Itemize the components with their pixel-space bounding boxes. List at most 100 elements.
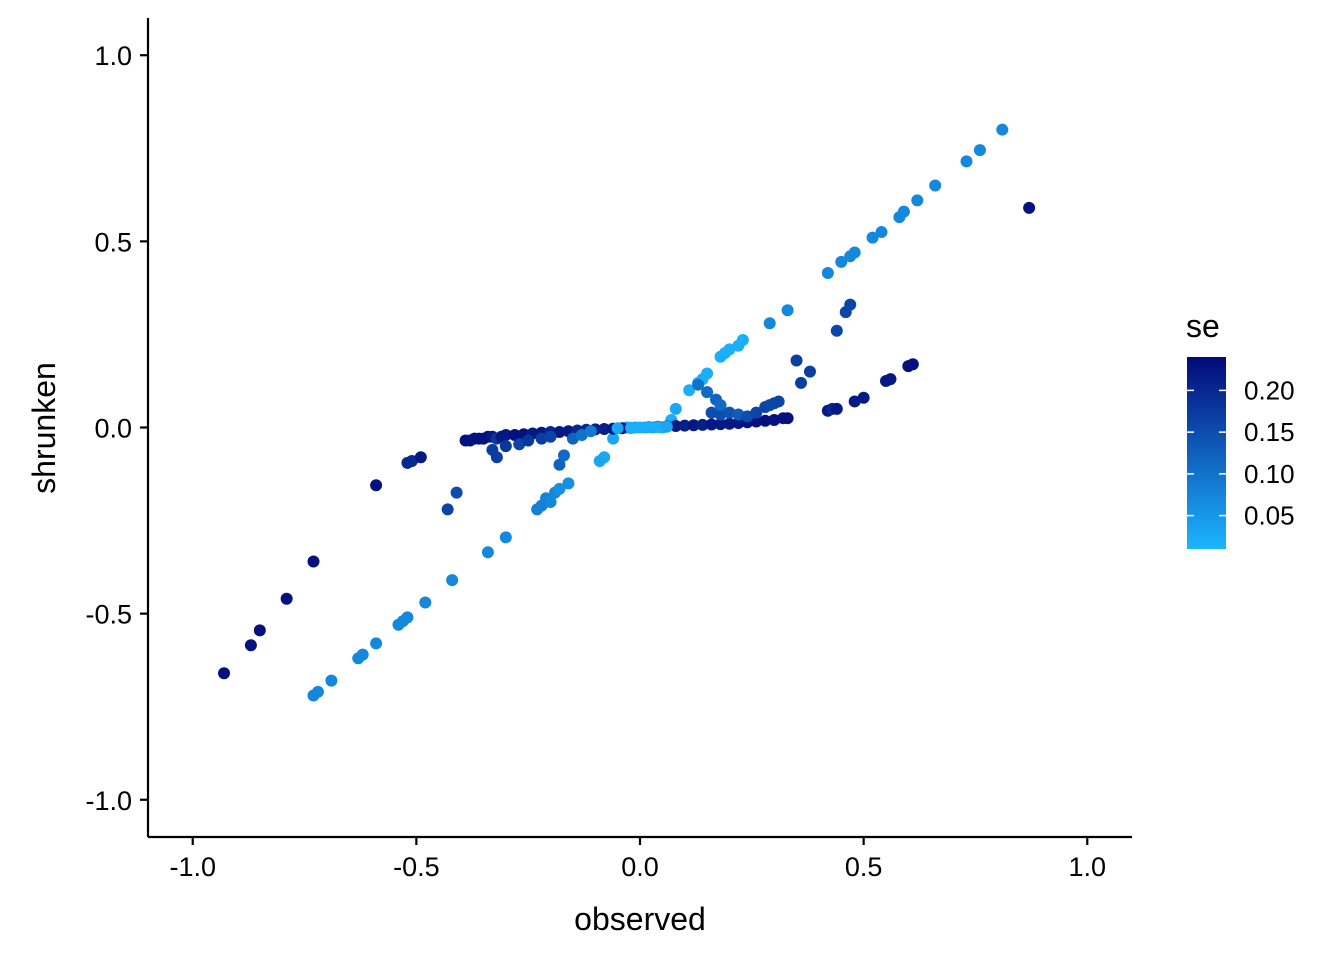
- data-point: [835, 255, 848, 268]
- data-point: [705, 418, 718, 431]
- data-points: [218, 123, 1036, 702]
- data-point: [781, 304, 794, 317]
- data-point: [857, 391, 870, 404]
- data-point: [553, 425, 566, 438]
- legend-title: se: [1186, 308, 1220, 344]
- x-tick-label: 0.0: [621, 852, 659, 882]
- data-point: [1023, 201, 1036, 214]
- data-point: [750, 406, 763, 419]
- data-point: [795, 376, 808, 389]
- y-axis-title: shrunken: [26, 362, 62, 494]
- data-point: [844, 298, 857, 311]
- data-point: [356, 648, 369, 661]
- y-tick-label: -0.5: [85, 600, 132, 630]
- data-point: [598, 451, 611, 464]
- data-point: [723, 406, 736, 419]
- data-point: [634, 421, 646, 434]
- data-point: [759, 414, 772, 427]
- data-point: [781, 412, 794, 425]
- x-axis-title: observed: [574, 901, 706, 937]
- data-point: [732, 408, 745, 421]
- data-point: [607, 432, 620, 445]
- data-point: [499, 531, 512, 544]
- data-point: [307, 555, 320, 568]
- data-point: [446, 574, 459, 587]
- data-point: [544, 430, 557, 443]
- data-point: [830, 324, 843, 337]
- data-point: [553, 482, 566, 495]
- data-point: [522, 434, 535, 447]
- data-point: [830, 402, 843, 415]
- data-point: [490, 451, 503, 464]
- data-point: [441, 503, 454, 516]
- data-point: [973, 144, 986, 157]
- data-point: [701, 367, 714, 380]
- data-point: [678, 419, 691, 432]
- data-point: [768, 414, 781, 427]
- data-point: [611, 422, 624, 435]
- y-tick-label: 0.5: [94, 227, 132, 257]
- data-point: [481, 546, 494, 559]
- data-point: [669, 420, 682, 433]
- data-point: [960, 155, 973, 168]
- legend-tick-label: 0.10: [1244, 459, 1295, 489]
- data-point: [660, 420, 673, 433]
- data-point: [584, 425, 597, 438]
- data-point: [736, 334, 749, 347]
- y-tick-label: 1.0: [94, 41, 132, 71]
- data-point: [911, 194, 924, 207]
- data-point: [499, 428, 512, 441]
- data-point: [370, 479, 383, 492]
- y-tick-label: -1.0: [85, 786, 132, 816]
- data-point: [253, 624, 266, 637]
- legend-colorbar: [1187, 357, 1226, 549]
- data-point: [996, 123, 1009, 136]
- data-point: [683, 384, 696, 397]
- data-point: [714, 399, 727, 412]
- data-point: [669, 402, 682, 415]
- data-point: [821, 267, 834, 280]
- data-point: [790, 354, 803, 367]
- data-point: [598, 422, 611, 435]
- data-point: [642, 421, 655, 434]
- data-point: [750, 415, 763, 428]
- x-axis-ticks: -1.0 -0.5 0.0 0.5 1.0: [169, 837, 1106, 882]
- data-point: [508, 428, 521, 441]
- data-point: [714, 418, 727, 431]
- x-tick-label: -0.5: [393, 852, 440, 882]
- data-point: [218, 667, 231, 680]
- data-point: [414, 451, 427, 464]
- data-point: [553, 458, 566, 471]
- data-point: [763, 317, 776, 330]
- data-point: [906, 358, 919, 371]
- x-tick-label: 1.0: [1068, 852, 1106, 882]
- data-point: [244, 639, 257, 652]
- data-point: [499, 440, 512, 453]
- data-point: [450, 486, 463, 499]
- data-point: [848, 246, 861, 259]
- data-point: [651, 421, 664, 434]
- data-point: [701, 386, 714, 399]
- data-point: [875, 226, 888, 239]
- data-point: [929, 179, 942, 192]
- data-point: [280, 592, 293, 605]
- data-point: [544, 495, 557, 508]
- data-point: [772, 395, 785, 408]
- data-point: [562, 477, 575, 490]
- data-point: [325, 674, 338, 687]
- data-point: [557, 449, 570, 462]
- data-point: [535, 432, 548, 445]
- data-point: [897, 205, 910, 218]
- data-point: [401, 611, 414, 624]
- legend-tick-label: 0.05: [1244, 501, 1295, 531]
- data-point: [625, 421, 638, 434]
- data-point: [692, 378, 705, 391]
- data-point: [687, 419, 700, 432]
- y-tick-label: 0.0: [94, 414, 132, 444]
- color-legend: se 0.05 0.10 0.15 0.20: [1186, 308, 1295, 549]
- legend-tick-label: 0.15: [1244, 417, 1295, 447]
- data-point: [419, 596, 432, 609]
- data-point: [803, 365, 816, 378]
